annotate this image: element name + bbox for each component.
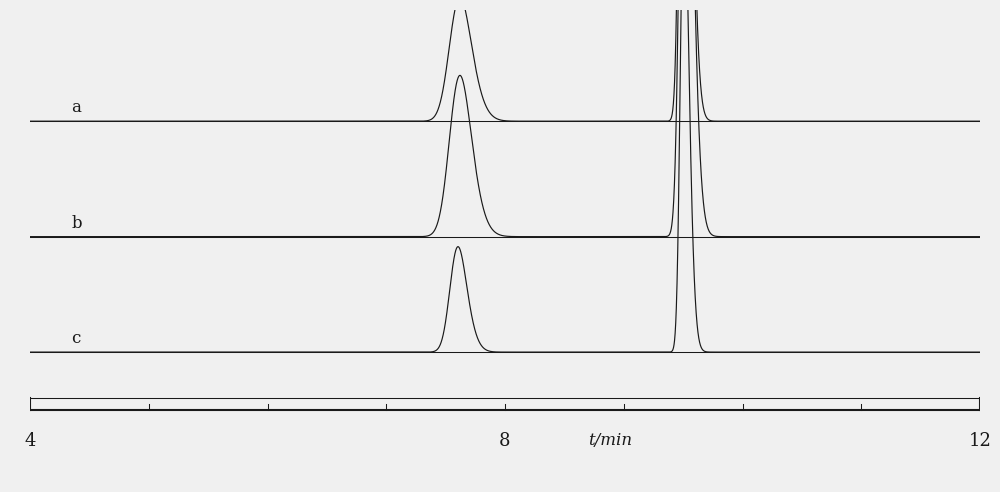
- Text: 12: 12: [969, 432, 991, 451]
- Text: b: b: [72, 215, 82, 232]
- Text: c: c: [72, 330, 81, 347]
- Text: 8: 8: [499, 432, 511, 451]
- Text: 4: 4: [24, 432, 36, 451]
- Text: a: a: [72, 99, 81, 116]
- Text: t/min: t/min: [588, 432, 632, 450]
